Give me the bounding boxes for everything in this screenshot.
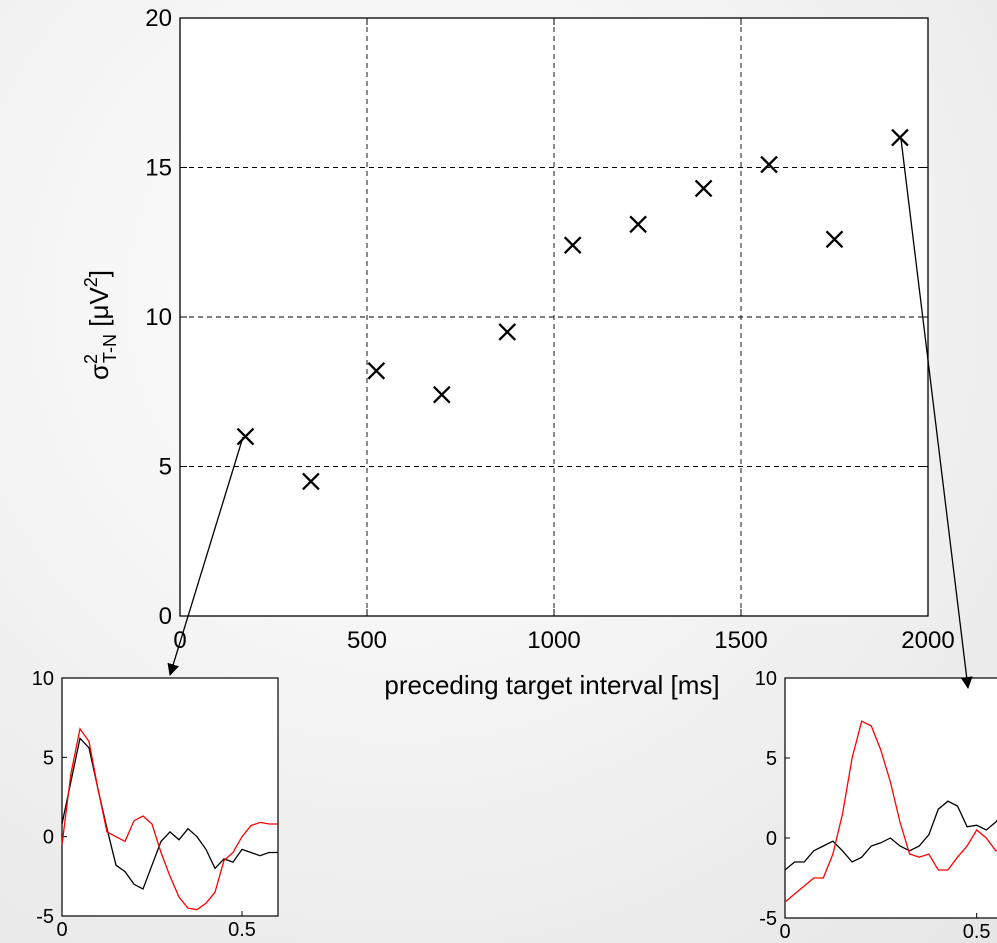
scatter-point bbox=[891, 128, 909, 147]
inset-right-series-line bbox=[784, 720, 997, 903]
scatter-point bbox=[760, 155, 778, 174]
inset-right-y-tick-label: 5 bbox=[766, 748, 777, 770]
inset-left-lines bbox=[61, 727, 278, 911]
main-y-ticks: 0 5 10 15 20 bbox=[145, 5, 928, 630]
inset-left-y-tick-label: 5 bbox=[43, 747, 54, 769]
arrow-to-left-inset bbox=[167, 436, 244, 676]
main-y-axis-label: σ2T-N [μV2] bbox=[81, 270, 120, 380]
inset-left-y-tick-label: -5 bbox=[36, 906, 54, 928]
inset-right-x-tick-label: 0.5 bbox=[963, 921, 991, 943]
scatter-point bbox=[236, 427, 255, 446]
main-y-tick-label: 0 bbox=[159, 603, 172, 630]
inset-right-y-tick-label: 0 bbox=[766, 828, 777, 850]
main-x-tick-label: 500 bbox=[347, 627, 387, 654]
main-y-tick-label: 5 bbox=[159, 454, 172, 481]
scatter-point bbox=[432, 385, 451, 404]
inset-left-plot-area bbox=[61, 677, 279, 917]
inset-left-x-tick-label: 0.5 bbox=[228, 919, 256, 941]
inset-right-x-tick-label: 0 bbox=[779, 921, 790, 943]
main-x-tick-label: 1500 bbox=[714, 627, 767, 654]
scatter-point bbox=[629, 215, 647, 234]
main-y-tick-label: 20 bbox=[145, 5, 172, 32]
inset-right-y-tick-label: -5 bbox=[759, 908, 777, 930]
scatter-point bbox=[498, 323, 517, 341]
inset-left-y-tick-label: 0 bbox=[43, 827, 54, 849]
scatter-point bbox=[694, 179, 713, 198]
inset-left-x-tick-label: 0 bbox=[56, 919, 67, 941]
inset-right-plot-area bbox=[784, 677, 997, 919]
main-chart: 0 500 1000 1500 2000 0 5 10 15 20 preceding targ… bbox=[81, 5, 955, 700]
inset-left-series-line bbox=[61, 727, 278, 911]
main-plot-frame bbox=[179, 17, 929, 617]
inset-right-lines bbox=[784, 720, 997, 903]
main-x-tick-label: 1000 bbox=[527, 627, 580, 654]
arrow-to-right-inset bbox=[900, 138, 973, 689]
main-x-axis-label: preceding target interval [ms] bbox=[384, 670, 719, 700]
main-y-tick-label: 10 bbox=[145, 304, 172, 331]
main-x-tick-label: 2000 bbox=[901, 627, 954, 654]
scatter-point bbox=[302, 472, 320, 491]
scatter-point bbox=[825, 230, 844, 249]
inset-right-y-tick-label: 10 bbox=[755, 668, 777, 690]
inset-left-y-tick-label: 10 bbox=[32, 668, 54, 690]
main-y-tick-label: 15 bbox=[145, 155, 172, 182]
inset-right-series-line bbox=[784, 800, 997, 871]
scatter-point bbox=[563, 236, 582, 255]
main-points bbox=[236, 128, 909, 491]
main-grid bbox=[180, 18, 928, 616]
scatter-point bbox=[367, 362, 386, 380]
